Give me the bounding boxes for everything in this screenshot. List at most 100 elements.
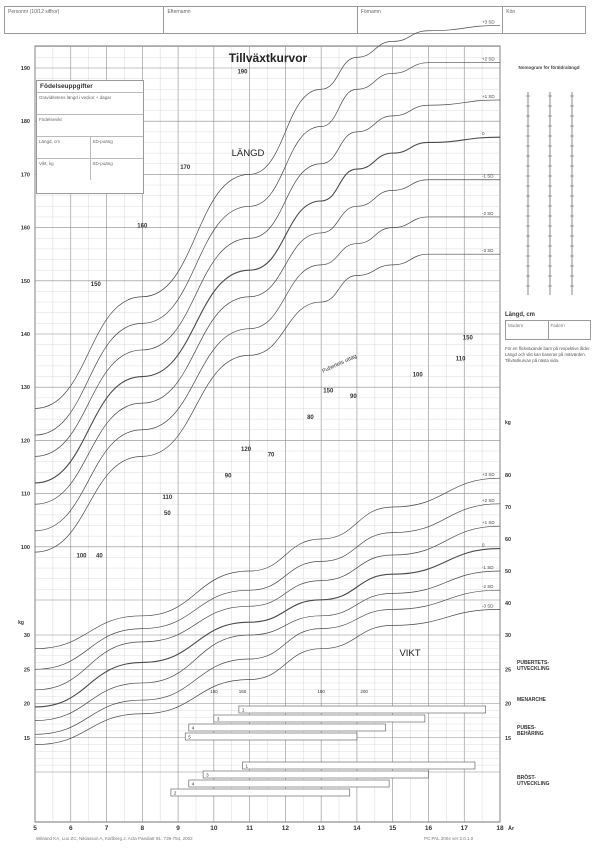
chart-annotation: 80 [307,415,314,421]
x-tick-label: 5 [33,825,37,832]
puberty-scale-label: 180 [317,689,325,694]
height-tick-label: 120 [21,438,30,444]
chart-annotation: 150 [323,389,334,395]
chart-annotation: 190 [237,69,248,75]
header-personnr[interactable]: Personnr (10/12 siffror) [5,7,165,33]
weight-curve [34,570,501,721]
height-sd-label: 0 [482,131,485,136]
weight-tick-right: 20 [505,702,511,708]
height-tick-label: 100 [21,545,30,551]
weight-sd-label: -2 SD [482,584,494,589]
x-tick-label: 14 [353,825,361,832]
x-axis-label: År [508,825,515,832]
header-efternamn[interactable]: Efternamn [164,7,358,33]
length-mother[interactable]: Modern [506,321,549,339]
puberty-bar-label: 1 [242,708,245,713]
side-label-pubes: PUBES- BEHÅRING [517,725,544,737]
weight-sd-label: -3 SD [482,603,494,608]
puberty-bar [184,732,358,741]
height-tick-label: 140 [21,332,30,338]
info-row[interactable]: Graviditetens längd i veckor + dagar [37,92,143,114]
side-label-breast: BRÖST- UTVECKLING [517,775,550,787]
parent-nomogram-scale [526,92,574,298]
puberty-bar [238,705,486,714]
weight-tick-label: 30 [24,633,30,639]
weight-unit-right: kg [505,420,511,426]
weight-tick-label: 20 [24,702,30,708]
x-tick-label: 17 [461,825,469,832]
right-notes: Längd, cm Modern Fadern För en flickväxa… [505,312,591,364]
info-row-label: Längd, cm [37,137,91,158]
chart-annotation: 150 [463,335,474,341]
height-sd-label: -1 SD [482,174,494,179]
label-langd: LÄNGD [232,148,265,159]
note-text: För en flickväxande barn på respektive å… [505,346,591,363]
footer-citation: Wikland KA, Luo ZC, Niklasson A, Karlber… [36,836,193,841]
height-curve [34,253,500,553]
height-tick-label: 180 [21,119,30,125]
chart-annotation: 70 [268,452,275,458]
label-puberty-spurt: Pubertets uttag [321,353,357,374]
chart-curves [34,25,501,745]
header-kon[interactable]: Kön [506,9,516,15]
height-curve [34,136,501,484]
puberty-bar [188,779,390,788]
height-sd-label: -2 SD [482,211,494,216]
puberty-bar-label: 2 [174,791,177,796]
weight-sd-label: 0 [482,543,485,548]
height-tick-label: 110 [21,492,30,498]
weight-curve [34,503,501,670]
parent-nomogram-title: Nomogram för föräldralängd [518,65,580,70]
height-sd-label: -3 SD [482,248,494,253]
puberty-scale-label: 200 [360,689,368,694]
puberty-bars [170,705,486,797]
footer-version: PC PAL 2004 ver 2.0.1.0 [424,836,474,841]
x-tick-label: 11 [246,825,253,832]
info-row[interactable]: Längd, cm SD-poäng [37,136,143,158]
weight-tick-right: 70 [505,505,511,511]
puberty-bar-label: 3 [217,717,220,722]
weight-tick-right: 25 [505,667,511,673]
weight-curve [34,477,501,650]
height-tick-label: 170 [21,172,30,178]
weight-curve [34,609,501,745]
weight-curve [34,525,501,691]
length-title: Längd, cm [505,312,536,318]
length-table: Modern Fadern [505,320,591,340]
height-tick-label: 160 [21,226,30,232]
info-row-label: Vikt, kg [37,159,91,180]
chart-annotation: 160 [137,224,148,230]
header-fornamn[interactable]: Förnamn [358,7,504,33]
height-sd-label: +3 SD [482,19,495,24]
info-row-label: Födelsevikt [39,117,62,122]
height-curve [34,62,500,436]
birth-info-box: Födelseuppgifter Graviditetens längd i v… [36,80,144,194]
weight-tick-right: 40 [505,601,511,607]
parent-nomogram: Nomogram för föräldralängd [510,65,588,300]
weight-tick-right: 80 [505,473,511,479]
weight-curve [34,548,501,708]
chart-annotation: 110 [163,495,173,501]
chart-title: Tillväxtkurvor [229,51,308,65]
x-tick-label: 10 [210,825,218,832]
info-row[interactable]: Födelsevikt [37,114,143,136]
puberty-bar [202,770,429,779]
chart-annotation: 90 [350,394,357,400]
label-vikt: VIKT [399,648,420,659]
height-tick-label: 130 [21,385,30,391]
info-row[interactable]: Vikt, kg SD-poäng [37,158,143,180]
x-tick-label: 7 [105,825,109,832]
height-sd-label: +2 SD [482,57,495,62]
weight-sd-label: +1 SD [482,520,495,525]
x-tick-label: 18 [496,825,504,832]
height-curve [34,179,500,505]
puberty-bar [188,723,386,732]
length-father[interactable]: Fadern [550,323,565,328]
info-row-sd: SD-poäng [92,139,113,144]
chart-annotation: 100 [76,553,87,559]
puberty-bar [242,761,476,770]
weight-tick-right: 60 [505,537,511,543]
height-tick-label: 150 [21,279,30,285]
weight-tick-label: 25 [24,667,30,673]
